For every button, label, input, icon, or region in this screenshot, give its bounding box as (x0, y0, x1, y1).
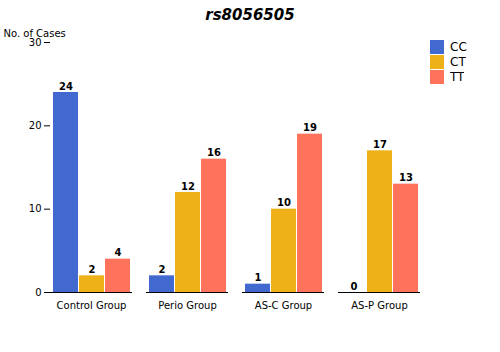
svg-text:Perio Group: Perio Group (158, 300, 216, 311)
svg-text:12: 12 (181, 181, 195, 192)
svg-text:No. of Cases: No. of Cases (4, 28, 66, 39)
svg-text:2: 2 (159, 264, 166, 275)
svg-text:Control Group: Control Group (57, 300, 127, 311)
svg-text:1: 1 (255, 272, 262, 283)
svg-text:AS-P Group: AS-P Group (351, 300, 407, 311)
svg-text:4: 4 (115, 247, 122, 258)
svg-text:20: 20 (29, 120, 42, 131)
svg-text:AS-C Group: AS-C Group (255, 300, 312, 311)
svg-text:10: 10 (29, 203, 42, 214)
svg-text:24: 24 (59, 81, 73, 92)
svg-text:2: 2 (89, 264, 96, 275)
html-text:rs8056505: rs8056505 (205, 6, 295, 24)
svg-text:13: 13 (399, 172, 413, 183)
svg-text:17: 17 (373, 139, 387, 150)
html-text:CC: CC (450, 40, 467, 54)
html-text:TT: TT (450, 70, 465, 84)
svg-text:0: 0 (35, 287, 41, 298)
svg-text:0: 0 (351, 281, 358, 292)
svg-text:30: 30 (28, 36, 42, 48)
svg-text:19: 19 (303, 122, 317, 133)
svg-text:16: 16 (207, 147, 221, 158)
svg-text:10: 10 (277, 197, 291, 208)
html-text:CT: CT (450, 55, 466, 69)
